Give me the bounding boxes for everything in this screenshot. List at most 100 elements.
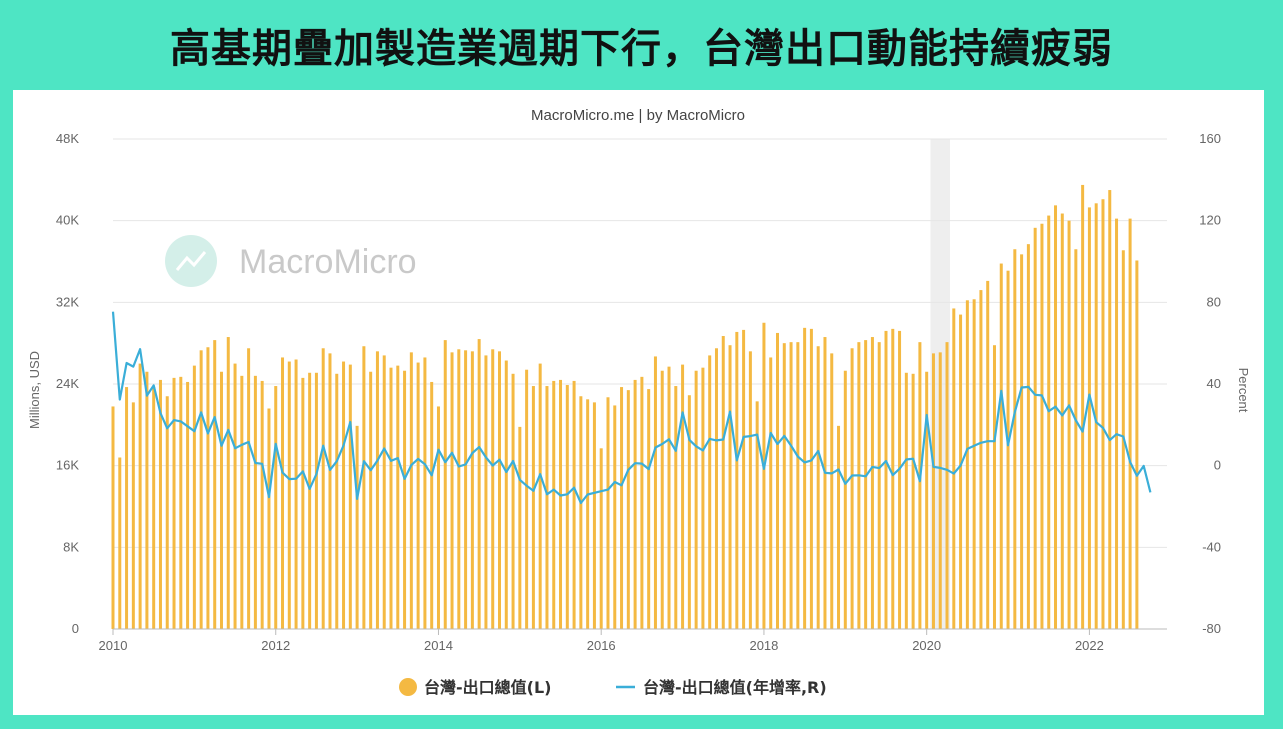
bar bbox=[918, 342, 922, 629]
y-right-axis-title: Percent bbox=[1236, 368, 1251, 413]
bar bbox=[959, 314, 963, 629]
bar bbox=[314, 372, 318, 629]
bar bbox=[742, 329, 746, 629]
bar bbox=[199, 350, 203, 629]
bar bbox=[1040, 223, 1044, 629]
bar bbox=[226, 337, 230, 629]
line-series-layer bbox=[111, 311, 1152, 505]
bar bbox=[1101, 199, 1105, 629]
watermark-logo-line bbox=[175, 251, 207, 271]
bar bbox=[714, 348, 718, 629]
y-left-tick-label: 24K bbox=[56, 376, 79, 391]
bar bbox=[938, 352, 942, 629]
bar bbox=[240, 375, 244, 629]
bar bbox=[986, 280, 990, 629]
bar bbox=[586, 399, 590, 629]
bar bbox=[891, 328, 895, 629]
bar bbox=[470, 351, 474, 629]
bar bbox=[491, 349, 495, 629]
y-left-axis-title: Millions, USD bbox=[27, 351, 42, 429]
y-left-tick-label: 16K bbox=[56, 458, 79, 473]
x-tick-label: 2012 bbox=[261, 638, 290, 653]
bar bbox=[1060, 213, 1064, 629]
bar bbox=[518, 426, 522, 629]
bar bbox=[464, 350, 468, 629]
bar bbox=[531, 386, 535, 629]
legend-bar-marker bbox=[399, 678, 417, 696]
bar bbox=[342, 361, 346, 629]
bar bbox=[525, 369, 529, 629]
bar bbox=[931, 353, 935, 629]
bar bbox=[904, 372, 908, 629]
bar bbox=[335, 373, 339, 629]
bar bbox=[125, 387, 129, 629]
bar bbox=[348, 364, 352, 629]
bar bbox=[972, 299, 976, 629]
bar bbox=[436, 406, 440, 629]
bar bbox=[857, 342, 861, 629]
bar bbox=[1054, 205, 1058, 629]
bar bbox=[369, 371, 373, 629]
bar bbox=[1020, 254, 1024, 629]
bar bbox=[674, 386, 678, 629]
bar bbox=[776, 332, 780, 629]
bar bbox=[599, 448, 603, 629]
legend-line-label[interactable]: 台灣-出口總值(年增率,R) bbox=[643, 678, 827, 697]
bar bbox=[321, 348, 325, 629]
bar bbox=[497, 351, 501, 629]
bar bbox=[396, 365, 400, 629]
bar bbox=[592, 402, 596, 629]
bar bbox=[992, 345, 996, 629]
bar bbox=[925, 371, 929, 629]
bar bbox=[945, 342, 949, 629]
bar bbox=[721, 336, 725, 629]
x-tick-label: 2014 bbox=[424, 638, 453, 653]
bar bbox=[131, 402, 135, 629]
bar bbox=[769, 357, 773, 629]
bar bbox=[1115, 218, 1119, 629]
bar bbox=[118, 457, 122, 629]
bar bbox=[999, 263, 1003, 629]
bar bbox=[755, 401, 759, 629]
bar bbox=[260, 380, 264, 629]
x-tick-label: 2010 bbox=[99, 638, 128, 653]
bar bbox=[762, 322, 766, 629]
bar bbox=[694, 370, 698, 629]
chart-subtitle: MacroMicro.me | by MacroMicro bbox=[531, 107, 745, 124]
bar bbox=[640, 376, 644, 629]
y-left-tick-label: 32K bbox=[56, 294, 79, 309]
bar bbox=[979, 290, 983, 629]
bar bbox=[165, 396, 169, 629]
bar bbox=[952, 308, 956, 629]
bar bbox=[213, 340, 217, 629]
y-right-tick-label: 0 bbox=[1214, 458, 1221, 473]
legend-bar-label[interactable]: 台灣-出口總值(L) bbox=[424, 678, 551, 697]
bar bbox=[179, 376, 183, 629]
bar bbox=[111, 406, 115, 629]
bar bbox=[782, 343, 786, 629]
bar bbox=[281, 357, 285, 629]
bar bbox=[687, 395, 691, 629]
bar bbox=[308, 372, 312, 629]
bar bbox=[328, 353, 332, 629]
bar bbox=[1047, 215, 1051, 629]
y-left-tick-label: 48K bbox=[56, 131, 79, 146]
bar bbox=[837, 425, 841, 629]
bar bbox=[389, 367, 393, 629]
bar bbox=[708, 355, 712, 629]
bar bbox=[1006, 270, 1010, 629]
bar bbox=[186, 381, 190, 629]
bar bbox=[1013, 249, 1017, 629]
bar bbox=[409, 352, 413, 629]
legend[interactable]: 台灣-出口總值(L) 台灣-出口總值(年增率,R) bbox=[399, 678, 827, 697]
bar bbox=[1135, 260, 1139, 629]
bar bbox=[511, 373, 515, 629]
y-left-tick-label: 0 bbox=[72, 621, 79, 636]
y-right-tick-label: -80 bbox=[1202, 621, 1221, 636]
bar bbox=[450, 352, 454, 629]
y-right-tick-label: 160 bbox=[1199, 131, 1221, 146]
y-left-tick-label: 8K bbox=[63, 539, 79, 554]
bar bbox=[287, 361, 291, 629]
bar bbox=[816, 346, 820, 629]
bar bbox=[504, 360, 508, 629]
